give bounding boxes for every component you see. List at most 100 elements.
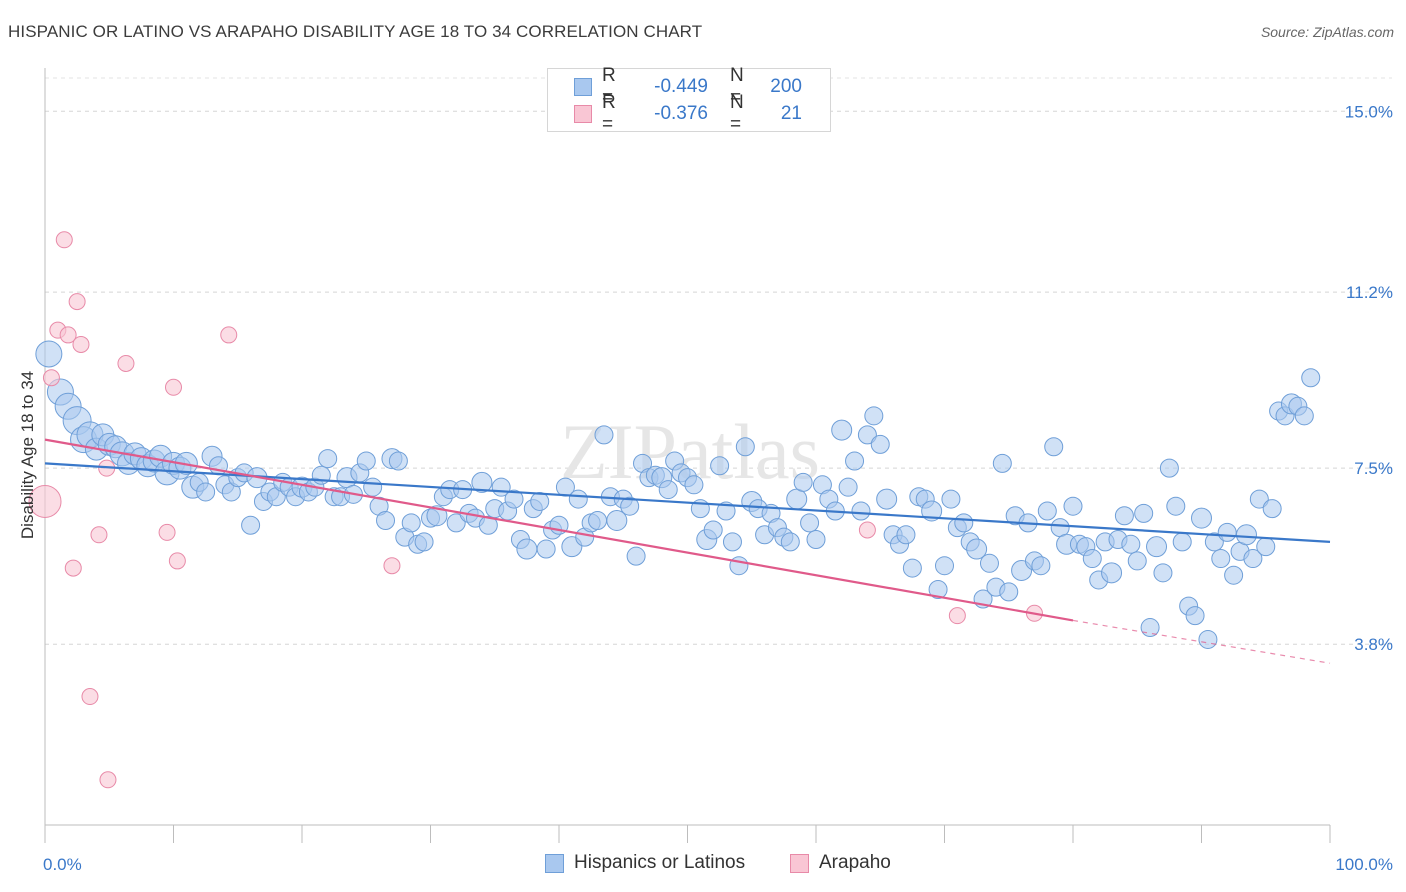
legend-label-arapaho: Arapaho	[819, 852, 891, 873]
data-point-arapaho	[165, 378, 182, 396]
series-legend: Hispanics or Latinos Arapaho	[0, 852, 1406, 878]
data-point-hispanic	[588, 510, 608, 530]
data-point-hispanic	[928, 579, 948, 599]
legend-row-hispanic: R = -0.449 N = 200	[574, 65, 802, 108]
data-point-hispanic	[1262, 499, 1282, 519]
legend-r-value: -0.376	[654, 103, 708, 124]
data-point-hispanic	[729, 556, 749, 576]
data-point-arapaho	[90, 526, 108, 544]
data-point-hispanic	[1235, 524, 1257, 546]
data-point-hispanic	[658, 480, 678, 500]
legend-swatch-hispanic	[574, 78, 592, 96]
data-point-arapaho	[220, 326, 238, 344]
data-point-arapaho	[81, 688, 99, 706]
data-point-arapaho	[383, 557, 401, 575]
data-point-arapaho	[99, 771, 117, 789]
y-tick-label: 15.0%	[1345, 102, 1393, 121]
trend-lines	[44, 438, 1331, 664]
data-point-hispanic	[401, 513, 421, 533]
data-point-hispanic	[1191, 507, 1212, 529]
legend-label-hispanic: Hispanics or Latinos	[574, 852, 746, 873]
data-point-hispanic	[1172, 532, 1192, 552]
y-tick-label: 7.5%	[1354, 459, 1393, 478]
data-point-hispanic	[831, 419, 853, 441]
legend-r-label: R =	[602, 65, 616, 108]
data-point-hispanic	[992, 453, 1012, 473]
data-point-hispanic	[516, 538, 538, 560]
data-point-hispanic	[1217, 522, 1237, 542]
data-point-hispanic	[363, 477, 383, 497]
data-point-hispanic	[902, 558, 922, 578]
data-point-hispanic	[414, 532, 434, 552]
data-point-hispanic	[1198, 629, 1218, 649]
data-point-arapaho	[68, 293, 86, 311]
data-point-hispanic	[35, 340, 63, 368]
data-point-hispanic	[318, 449, 338, 469]
data-point-hispanic	[1063, 496, 1083, 516]
data-point-hispanic	[1114, 506, 1134, 526]
axes	[44, 68, 1331, 843]
data-point-arapaho	[117, 354, 135, 372]
data-point-hispanic	[1082, 549, 1102, 569]
data-point-hispanic	[999, 582, 1019, 602]
data-point-hispanic	[780, 532, 800, 552]
x-tick-label: 0.0%	[43, 855, 82, 874]
data-point-hispanic	[356, 451, 376, 471]
legend-swatch-arapaho	[790, 853, 809, 873]
data-point-hispanic	[376, 510, 396, 530]
data-point-hispanic	[722, 532, 742, 552]
data-point-hispanic	[935, 556, 954, 576]
data-point-hispanic	[979, 553, 999, 573]
y-tick-label: 3.8%	[1354, 635, 1393, 654]
chart-title: HISPANIC OR LATINO VS ARAPAHO DISABILITY…	[8, 22, 703, 41]
data-point-hispanic	[806, 530, 826, 550]
data-point-hispanic	[1185, 606, 1205, 626]
legend-item-arapaho[interactable]: Arapaho	[790, 852, 891, 874]
legend-swatch-arapaho	[574, 105, 592, 123]
data-point-arapaho	[158, 523, 176, 541]
data-point-hispanic	[530, 491, 550, 511]
data-point-hispanic	[626, 546, 646, 566]
data-point-arapaho	[858, 521, 876, 539]
data-point-hispanic	[1204, 532, 1224, 552]
data-point-hispanic	[1121, 534, 1141, 554]
data-point-hispanic	[870, 434, 890, 454]
data-point-hispanic	[845, 451, 865, 471]
data-point-hispanic	[857, 425, 877, 445]
data-point-hispanic	[1044, 437, 1064, 457]
source-label: Source: ZipAtlas.com	[1260, 24, 1394, 40]
x-tick-label: 100.0%	[1335, 855, 1393, 874]
y-axis-label: Disability Age 18 to 34	[18, 371, 37, 539]
data-point-arapaho	[28, 484, 62, 518]
data-point-hispanic	[1224, 565, 1244, 585]
data-point-hispanic	[1127, 551, 1147, 571]
data-point-hispanic	[606, 509, 628, 531]
data-point-hispanic	[1037, 501, 1057, 521]
data-point-arapaho	[64, 559, 82, 577]
grid-lines	[45, 77, 1392, 645]
data-point-hispanic	[1249, 489, 1269, 509]
data-point-hispanic	[954, 513, 974, 533]
legend-row-arapaho: R = -0.376 N = 21	[574, 92, 802, 135]
data-point-arapaho	[42, 369, 60, 387]
data-point-hispanic	[838, 477, 858, 497]
data-point-hispanic	[471, 471, 493, 493]
data-point-hispanic	[1134, 503, 1154, 523]
data-point-hispanic	[1166, 496, 1186, 516]
data-point-hispanic	[876, 488, 898, 510]
legend-n-label: N =	[730, 65, 744, 108]
data-point-hispanic	[478, 515, 498, 535]
data-point-hispanic	[620, 496, 640, 516]
data-point-hispanic	[786, 488, 808, 510]
data-point-hispanic	[941, 489, 961, 509]
legend-r-label: R =	[602, 92, 616, 135]
data-point-hispanic	[1294, 406, 1314, 426]
legend-n-value: 21	[780, 103, 802, 124]
data-point-hispanic	[1031, 556, 1051, 576]
legend-item-hispanic[interactable]: Hispanics or Latinos	[545, 852, 745, 874]
data-point-hispanic	[921, 500, 943, 522]
data-point-hispanic	[1301, 368, 1321, 388]
data-point-hispanic	[684, 475, 704, 495]
data-point-hispanic	[426, 505, 448, 527]
